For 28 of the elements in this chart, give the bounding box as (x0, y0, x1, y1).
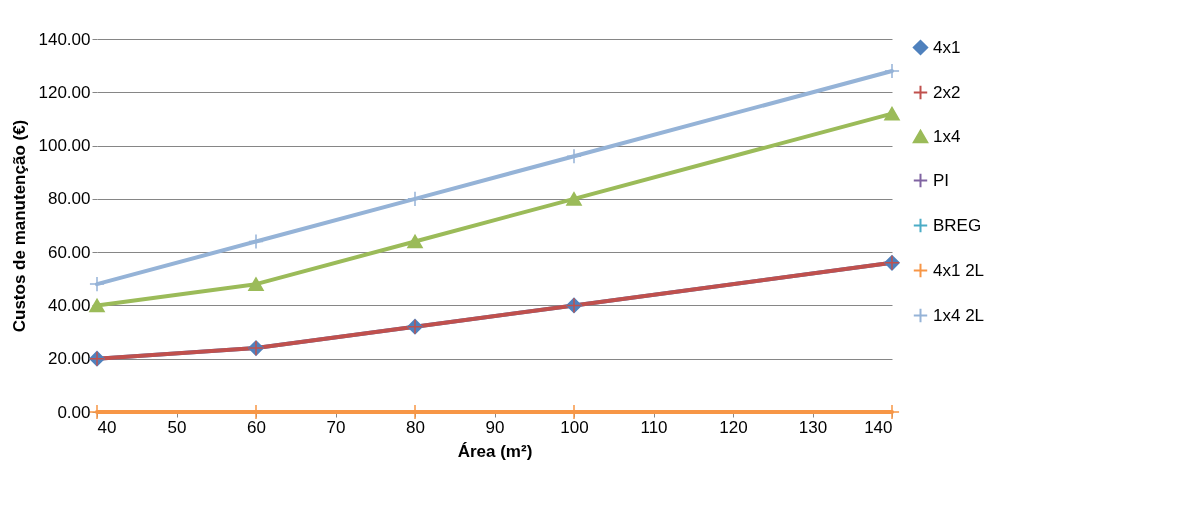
y-tick-label: 40.00 (47, 295, 91, 315)
legend-label: PI (933, 170, 950, 190)
x-tick-label: 120 (719, 417, 748, 437)
legend-label: 2x2 (933, 82, 961, 102)
legend-label: 4x1 (933, 37, 961, 57)
y-tick-label: 80.00 (47, 189, 91, 209)
x-tick-label: 60 (247, 417, 266, 437)
legend-label: 1x4 (933, 126, 961, 146)
y-tick-label: 120.00 (38, 82, 91, 102)
y-axis-title: Custos de manutenção (€) (9, 119, 29, 333)
x-tick-label: 140 (864, 417, 893, 437)
y-tick-label: 0.00 (57, 402, 91, 422)
x-tick-label: 80 (406, 417, 425, 437)
x-axis-title: Área (m²) (457, 441, 533, 461)
x-tick-label: 40 (97, 417, 117, 437)
y-tick-label: 60.00 (47, 242, 91, 262)
x-tick-label: 130 (798, 417, 828, 437)
x-tick-label: 70 (326, 417, 346, 437)
x-tick-label: 110 (640, 417, 668, 437)
legend-label: BREG (933, 215, 982, 235)
x-tick-label: 90 (485, 417, 505, 437)
y-tick-label: 140.00 (38, 29, 91, 49)
legend-label: 4x1 2L (933, 260, 985, 280)
x-tick-label: 50 (167, 417, 187, 437)
y-tick-label: 20.00 (47, 349, 91, 369)
legend-label: 1x4 2L (933, 305, 985, 325)
y-tick-label: 100.00 (38, 136, 91, 156)
x-tick-label: 100 (560, 417, 589, 437)
